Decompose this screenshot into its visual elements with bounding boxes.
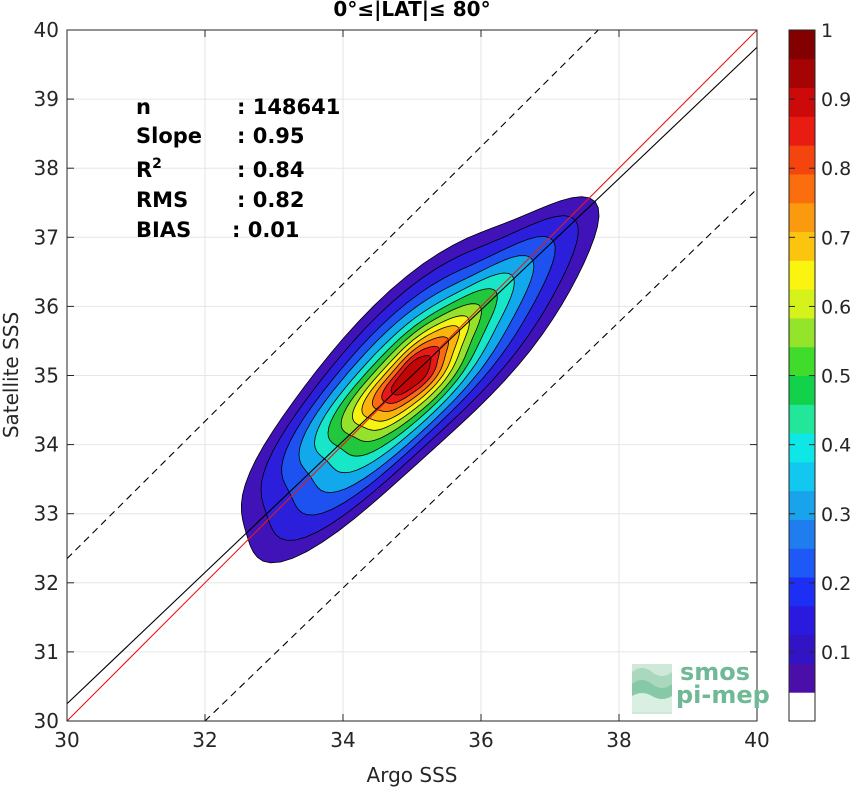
x-tick-label: 36	[468, 728, 493, 752]
colorbar-segment	[789, 30, 815, 60]
fit-line	[67, 46, 757, 705]
y-tick-label: 32	[34, 571, 59, 595]
colorbar-tick-label: 0.1	[821, 642, 851, 664]
y-tick-label: 35	[34, 364, 59, 388]
x-tick-label: 38	[606, 728, 631, 752]
colorbar-segment	[789, 519, 815, 549]
colorbar-segment	[789, 87, 815, 117]
x-tick-label: 30	[54, 728, 79, 752]
y-tick-label: 33	[34, 502, 59, 526]
colorbar-segment	[789, 289, 815, 319]
colorbar-segment	[789, 634, 815, 664]
colorbar-segment	[789, 433, 815, 463]
colorbar-tick-label: 0.6	[821, 296, 851, 318]
chart-title: 0°≤|LAT|≤ 80°	[333, 0, 490, 21]
logo-wave-icon	[632, 664, 672, 714]
y-tick-label: 36	[34, 294, 59, 318]
colorbar-segment	[789, 692, 815, 722]
colorbar-tick-label: 0.7	[821, 227, 851, 249]
smos-pi-mep-logo: smos pi-mep	[632, 658, 770, 714]
colorbar-segment	[789, 260, 815, 290]
y-tick-label: 30	[34, 709, 59, 733]
y-tick-label: 39	[34, 87, 59, 111]
y-tick-label: 31	[34, 640, 59, 664]
reference-lines	[67, 30, 757, 721]
colorbar-segment	[789, 202, 815, 233]
colorbar-segment	[789, 58, 815, 89]
stat-value: : 0.01	[232, 218, 300, 242]
stat-label: Slope	[136, 124, 202, 148]
colorbar-tick-label: 0.2	[821, 573, 851, 595]
y-tick-label: 38	[34, 156, 59, 180]
colorbar-segment	[789, 404, 815, 434]
upper-bound-line	[67, 30, 599, 560]
colorbar-segment	[789, 145, 815, 175]
colorbar-segment	[789, 605, 815, 636]
y-tick-label: 40	[34, 18, 59, 42]
colorbar-segment	[789, 548, 815, 578]
x-tick-label: 40	[744, 728, 769, 752]
colorbar-segment	[789, 461, 815, 492]
stat-label: n	[136, 95, 151, 119]
axis-ticks: 30 32 34 36 38 40 30 31 32 33 34 35 36 37 38 39 40	[34, 18, 770, 752]
colorbar-segment	[789, 375, 815, 405]
colorbar	[789, 30, 815, 722]
colorbar-segment	[789, 317, 815, 348]
colorbar-tick-label: 0.8	[821, 158, 851, 180]
stat-value: : 0.95	[237, 124, 305, 148]
logo-line1: smos	[680, 658, 750, 686]
y-axis-label: Satellite SSS	[0, 312, 23, 438]
colorbar-tick-label: 0.5	[821, 366, 851, 388]
stat-label: RMS	[136, 188, 188, 212]
colorbar-segment	[789, 173, 815, 204]
logo-line2: pi-mep	[676, 681, 770, 709]
colorbar-segment	[789, 490, 815, 520]
x-tick-label: 32	[192, 728, 217, 752]
colorbar-tick-label: 0.4	[821, 435, 851, 457]
colorbar-tick-label: 1	[821, 20, 833, 42]
stat-value: : 0.82	[237, 188, 305, 212]
x-axis-label: Argo SSS	[367, 763, 458, 787]
y-tick-label: 37	[34, 225, 59, 249]
lower-bound-line	[204, 188, 757, 721]
colorbar-ticks: 0.1 0.2 0.3 0.4 0.5 0.6 0.7 0.8 0.9 1	[789, 20, 851, 664]
colorbar-segment	[789, 231, 815, 261]
colorbar-segment	[789, 346, 815, 376]
colorbar-segment	[789, 663, 815, 693]
stat-value: : 0.84	[237, 158, 305, 182]
colorbar-segment	[789, 116, 815, 146]
y-tick-label: 34	[34, 433, 59, 457]
colorbar-tick-label: 0.3	[821, 504, 851, 526]
stat-label: BIAS	[136, 218, 191, 242]
stat-value: : 148641	[237, 95, 340, 119]
colorbar-tick-label: 0.9	[821, 89, 851, 111]
colorbar-segment	[789, 577, 815, 607]
x-tick-label: 34	[330, 728, 355, 752]
